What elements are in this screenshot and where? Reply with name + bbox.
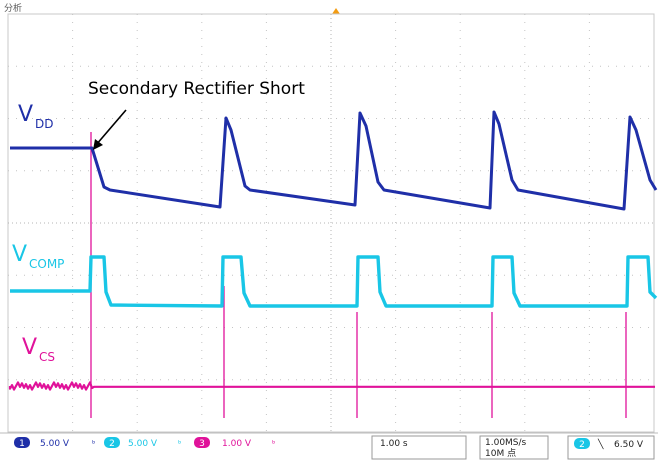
trace-label-main: V <box>12 242 27 267</box>
channel-1-scale: 5.00 V <box>40 439 70 449</box>
trigger-position-marker <box>332 8 340 14</box>
channel-3-scale: 1.00 V <box>222 439 252 449</box>
status-bar: 1 5.00 V ᵇ 2 5.00 V ᵇ 3 1.00 V ᵇ 1.00 s … <box>0 432 658 460</box>
channel-1-bandwidth-icon: ᵇ <box>92 439 95 448</box>
channel-1-number: 1 <box>19 439 25 449</box>
channel-2-status[interactable]: 2 5.00 V ᵇ <box>104 437 181 449</box>
channel-2-bandwidth-icon: ᵇ <box>178 439 181 448</box>
channel-1-status[interactable]: 1 5.00 V ᵇ <box>14 437 95 449</box>
timebase-value: 1.00 s <box>380 439 408 449</box>
channel-3-status[interactable]: 3 1.00 V ᵇ <box>194 437 275 449</box>
header-label: 分析 <box>4 2 22 14</box>
trace-label-main: V <box>18 102 33 127</box>
acquisition-readout[interactable]: 1.00MS/s 10M 点 <box>479 435 549 460</box>
channel-2-scale: 5.00 V <box>128 439 158 449</box>
trace-label-vdd: V DD <box>18 102 53 131</box>
trigger-slope-icon: ╲ <box>597 438 604 450</box>
sample-rate: 1.00MS/s <box>485 438 527 448</box>
vcs-waveform <box>8 381 655 391</box>
channel-3-bandwidth-icon: ᵇ <box>272 439 275 448</box>
trace-label-vcomp: V COMP <box>12 242 64 271</box>
trace-label-main: V <box>22 335 37 360</box>
channel-2-number: 2 <box>109 439 115 449</box>
waveforms <box>8 110 658 418</box>
trace-label-vcs: V CS <box>22 335 55 364</box>
record-length: 10M 点 <box>485 448 516 459</box>
trigger-readout[interactable]: 2 ╲ 6.50 V <box>567 435 655 460</box>
trigger-level: 6.50 V <box>614 440 644 450</box>
trace-label-sub: COMP <box>29 257 64 271</box>
vdd-waveform <box>10 110 658 211</box>
annotation-arrow <box>93 109 127 150</box>
trace-label-sub: CS <box>39 350 55 364</box>
annotation-label: Secondary Rectifier Short <box>88 79 305 99</box>
vcomp-waveform <box>10 255 658 308</box>
channel-3-number: 3 <box>199 439 205 449</box>
trace-label-sub: DD <box>35 117 53 131</box>
graticule <box>7 13 655 433</box>
timebase-readout[interactable]: 1.00 s <box>371 435 467 460</box>
trigger-source: 2 <box>579 440 585 450</box>
